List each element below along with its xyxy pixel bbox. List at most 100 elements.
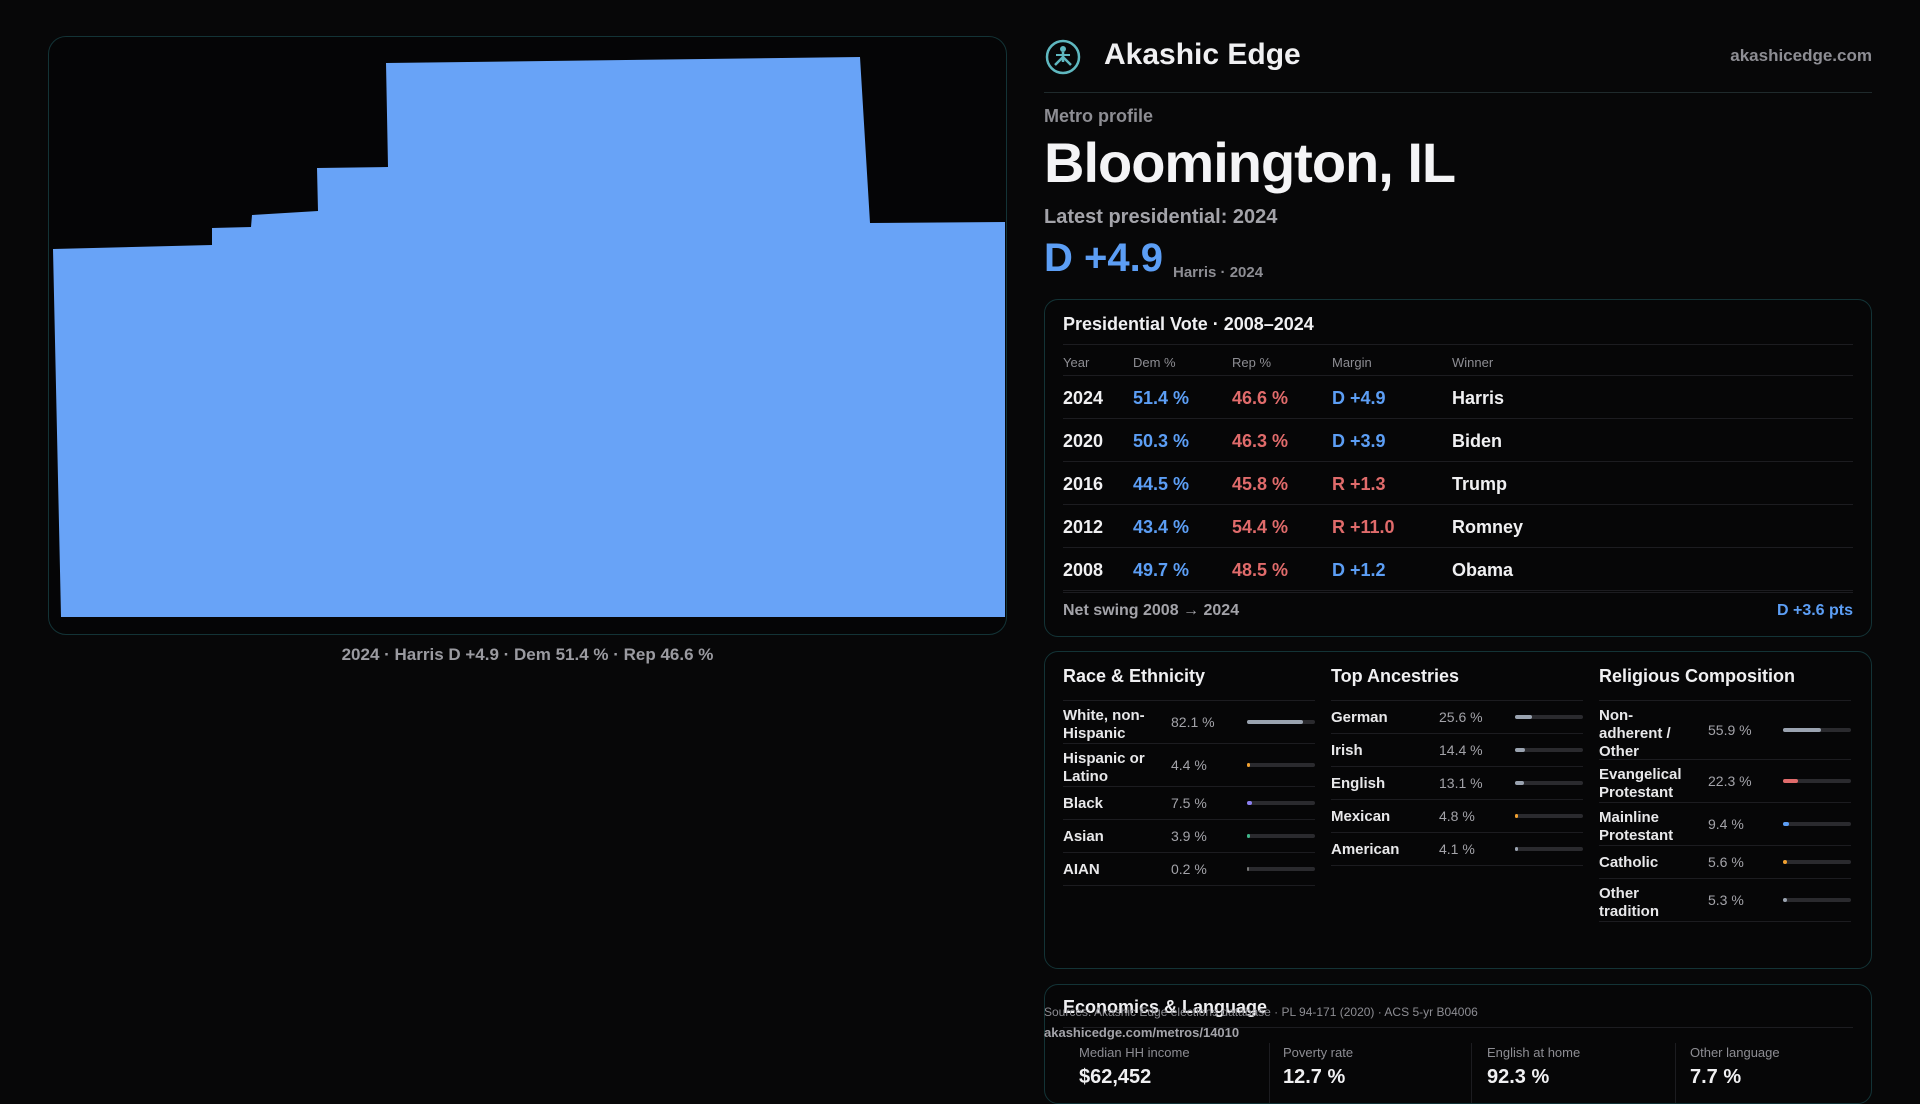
row-year: 2012 bbox=[1063, 517, 1104, 537]
brand-url-link[interactable]: akashicedge.com bbox=[1730, 46, 1872, 65]
econ-value: 7.7 % bbox=[1690, 1066, 1742, 1088]
demographic-value: 4.8 % bbox=[1439, 808, 1475, 824]
profile-eyebrow: Metro profile bbox=[1044, 106, 1154, 126]
demographic-bar-fill bbox=[1783, 860, 1787, 864]
row-winner: Trump bbox=[1452, 474, 1508, 494]
table-row: 2012 43.4 % 54.4 % R +11.0 Romney bbox=[1063, 504, 1853, 547]
econ-value: 92.3 % bbox=[1487, 1066, 1550, 1088]
row-margin: R +11.0 bbox=[1332, 517, 1395, 537]
econ-english-at-home: English at home 92.3 % bbox=[1487, 1045, 1580, 1089]
demographic-row: Catholic 5.6 % bbox=[1599, 846, 1851, 879]
county-shape-svg bbox=[53, 57, 1005, 617]
net-swing-row: Net swing 2008 → 2024 D +3.6 pts bbox=[1063, 592, 1853, 633]
demographic-value: 25.6 % bbox=[1439, 709, 1483, 725]
row-margin: R +1.3 bbox=[1332, 474, 1386, 494]
metro-map[interactable] bbox=[48, 36, 1007, 635]
demographic-bar bbox=[1783, 898, 1851, 902]
demographic-bar-fill bbox=[1247, 834, 1250, 838]
table-row: 2016 44.5 % 45.8 % R +1.3 Trump bbox=[1063, 461, 1853, 504]
latest-election-label: Latest presidential: 2024 bbox=[1044, 206, 1278, 228]
row-winner: Obama bbox=[1452, 560, 1514, 580]
demographic-value: 82.1 % bbox=[1171, 714, 1215, 730]
demographic-row: Non-adherent / Other 55.9 % bbox=[1599, 701, 1851, 760]
demographic-value: 22.3 % bbox=[1708, 773, 1752, 789]
row-year: 2016 bbox=[1063, 474, 1104, 494]
demographic-label: Evangelical Protestant bbox=[1599, 766, 1682, 801]
permalink-link[interactable]: akashicedge.com/metros/14010 bbox=[1044, 1025, 1240, 1040]
demographic-bar-fill bbox=[1515, 781, 1524, 785]
brand-logo-icon bbox=[1045, 39, 1081, 75]
row-rep: 46.3 % bbox=[1232, 431, 1289, 451]
demographic-value: 0.2 % bbox=[1171, 861, 1207, 877]
demographic-label: AIAN bbox=[1063, 861, 1100, 878]
row-rep: 46.6 % bbox=[1232, 388, 1289, 408]
header-dem: Dem % bbox=[1133, 355, 1176, 370]
row-dem: 50.3 % bbox=[1133, 431, 1190, 451]
header-rep: Rep % bbox=[1232, 355, 1272, 370]
row-rep: 45.8 % bbox=[1232, 474, 1289, 494]
econ-label: Poverty rate bbox=[1283, 1045, 1354, 1060]
top-ancestries-column: Top Ancestries German 25.6 % Irish 14.4 % En… bbox=[1331, 666, 1583, 866]
demographic-label: White, non-Hispanic bbox=[1063, 707, 1145, 742]
demographic-bar bbox=[1515, 847, 1583, 851]
race-ethnicity-title: Race & Ethnicity bbox=[1063, 666, 1315, 701]
demographic-label: Black bbox=[1063, 795, 1104, 812]
demographic-bar bbox=[1247, 834, 1315, 838]
econ-separator bbox=[1675, 1043, 1676, 1103]
econ-label: Other language bbox=[1690, 1045, 1780, 1060]
demographic-bar-fill bbox=[1247, 720, 1303, 724]
headline-margin-sub: Harris · 2024 bbox=[1173, 264, 1264, 281]
demographic-value: 13.1 % bbox=[1439, 775, 1483, 791]
demographic-row: White, non-Hispanic 82.1 % bbox=[1063, 701, 1315, 744]
row-margin: D +1.2 bbox=[1332, 560, 1386, 580]
economics-language-title: Economics & Language bbox=[1063, 997, 1268, 1017]
demographic-bar bbox=[1783, 779, 1851, 783]
row-dem: 44.5 % bbox=[1133, 474, 1190, 494]
demographic-bar bbox=[1247, 801, 1315, 805]
row-dem: 43.4 % bbox=[1133, 517, 1190, 537]
demographic-row: German 25.6 % bbox=[1331, 701, 1583, 734]
demographic-label: Mexican bbox=[1331, 808, 1391, 825]
row-winner: Romney bbox=[1452, 517, 1524, 537]
page-title: Bloomington, IL bbox=[1044, 131, 1456, 194]
demographic-value: 14.4 % bbox=[1439, 742, 1483, 758]
demographic-label: Hispanic or Latino bbox=[1063, 750, 1145, 785]
demographic-value: 5.3 % bbox=[1708, 892, 1744, 908]
demographic-bar-fill bbox=[1783, 898, 1787, 902]
demographic-row: Evangelical Protestant 22.3 % bbox=[1599, 760, 1851, 803]
demographic-label: Non-adherent / Other bbox=[1599, 707, 1671, 760]
demographic-label: German bbox=[1331, 709, 1388, 726]
row-margin: D +3.9 bbox=[1332, 431, 1386, 451]
row-dem: 49.7 % bbox=[1133, 560, 1190, 580]
demographic-bar-fill bbox=[1783, 822, 1789, 826]
demographics-card: Race & Ethnicity White, non-Hispanic 82.1… bbox=[1044, 651, 1872, 969]
economics-language-card: Economics & Language Median HH income $6… bbox=[1044, 984, 1872, 1104]
demographic-bar bbox=[1247, 763, 1315, 767]
table-row: 2020 50.3 % 46.3 % D +3.9 Biden bbox=[1063, 418, 1853, 461]
row-year: 2020 bbox=[1063, 431, 1104, 451]
demographic-bar-fill bbox=[1783, 728, 1821, 732]
presidential-vote-card: Presidential Vote · 2008–2024 Year Dem %… bbox=[1044, 299, 1872, 637]
demographic-row: Other tradition 5.3 % bbox=[1599, 879, 1851, 922]
demographic-row: Mainline Protestant 9.4 % bbox=[1599, 803, 1851, 846]
county-shape[interactable] bbox=[53, 57, 1005, 617]
demographic-bar bbox=[1515, 814, 1583, 818]
econ-label: English at home bbox=[1487, 1045, 1581, 1060]
demographic-bar-fill bbox=[1515, 715, 1532, 719]
demographic-value: 7.5 % bbox=[1171, 795, 1207, 811]
econ-value: $62,452 bbox=[1079, 1066, 1152, 1088]
demographic-row: English 13.1 % bbox=[1331, 767, 1583, 800]
demographic-bar bbox=[1515, 748, 1583, 752]
demographic-row: Mexican 4.8 % bbox=[1331, 800, 1583, 833]
demographic-bar bbox=[1515, 715, 1583, 719]
religious-composition-column: Religious Composition Non-adherent / Oth… bbox=[1599, 666, 1851, 922]
headline-margin: D +4.9 bbox=[1044, 236, 1163, 280]
econ-label: Median HH income bbox=[1079, 1045, 1190, 1060]
econ-poverty-rate: Poverty rate 12.7 % bbox=[1283, 1045, 1353, 1089]
table-row: 2008 49.7 % 48.5 % D +1.2 Obama bbox=[1063, 547, 1853, 591]
demographic-label: Irish bbox=[1331, 742, 1363, 759]
demographic-label: Asian bbox=[1063, 828, 1104, 845]
header-year: Year bbox=[1063, 355, 1090, 370]
row-winner: Biden bbox=[1452, 431, 1503, 451]
demographic-bar-fill bbox=[1247, 801, 1252, 805]
